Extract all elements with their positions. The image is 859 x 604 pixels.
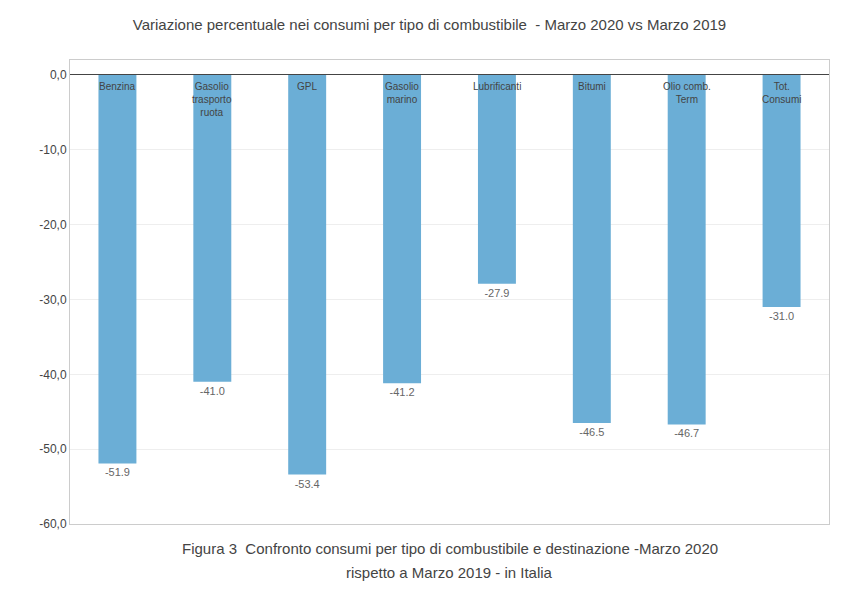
svg-text:-30,0: -30,0 bbox=[39, 293, 67, 307]
svg-text:Benzina: Benzina bbox=[99, 81, 136, 92]
svg-text:-40,0: -40,0 bbox=[39, 368, 67, 382]
svg-text:-31.0: -31.0 bbox=[769, 310, 794, 322]
svg-text:Tot.Consumi: Tot.Consumi bbox=[762, 81, 801, 105]
svg-text:-51.9: -51.9 bbox=[105, 466, 130, 478]
svg-text:-53.4: -53.4 bbox=[295, 478, 320, 490]
svg-text:Figura 3 Confronto consumi pe: Figura 3 Confronto consumi per tipo di c… bbox=[182, 540, 718, 557]
svg-text:Olio comb.Term: Olio comb.Term bbox=[663, 81, 711, 105]
svg-text:Lubrificanti: Lubrificanti bbox=[473, 81, 521, 92]
svg-text:-50,0: -50,0 bbox=[39, 442, 67, 456]
svg-text:Gasoliomarino: Gasoliomarino bbox=[385, 81, 419, 105]
svg-text:-41.0: -41.0 bbox=[200, 385, 225, 397]
svg-text:-20,0: -20,0 bbox=[39, 218, 67, 232]
svg-text:-10,0: -10,0 bbox=[39, 143, 67, 157]
svg-text:Variazione percentuale nei con: Variazione percentuale nei consumi per t… bbox=[133, 16, 726, 33]
svg-text:-27.9: -27.9 bbox=[484, 287, 509, 299]
svg-text:-41.2: -41.2 bbox=[390, 386, 415, 398]
svg-text:Gasoliotrasportoruota: Gasoliotrasportoruota bbox=[192, 81, 232, 118]
svg-text:0,0: 0,0 bbox=[50, 68, 67, 82]
svg-text:GPL: GPL bbox=[297, 81, 317, 92]
svg-text:Bitumi: Bitumi bbox=[578, 81, 606, 92]
svg-text:-46.7: -46.7 bbox=[674, 427, 699, 439]
svg-text:-46.5: -46.5 bbox=[579, 426, 604, 438]
svg-text:-60,0: -60,0 bbox=[39, 517, 67, 531]
svg-text:rispetto a Marzo 2019 - in Ita: rispetto a Marzo 2019 - in Italia bbox=[346, 564, 553, 581]
